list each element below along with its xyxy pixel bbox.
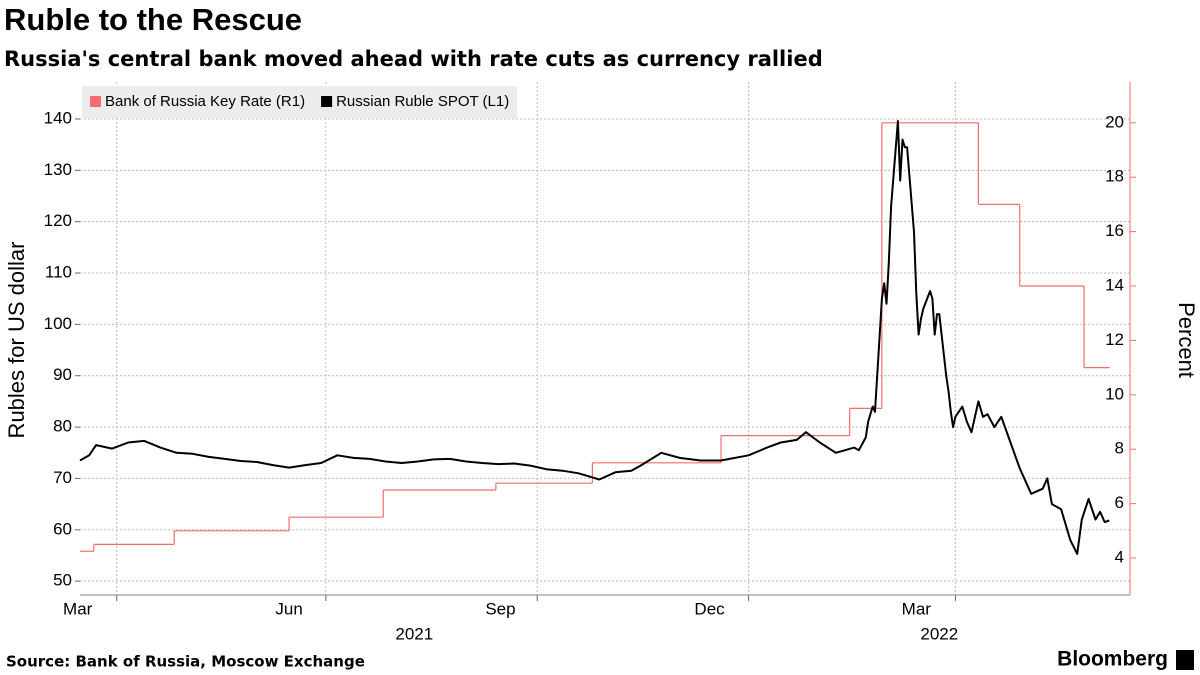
chart-subtitle: Russia's central bank moved ahead with r…: [4, 47, 823, 71]
y-tick-label: 90: [53, 365, 72, 384]
y2-tick-label: 16: [1105, 221, 1124, 240]
y-axis-label: Rubles for US dollar: [4, 242, 29, 439]
brand: Bloomberg: [1057, 648, 1168, 671]
y2-tick-label: 20: [1105, 112, 1124, 131]
x-tick-label: Mar: [902, 599, 932, 618]
y2-tick-label: 8: [1115, 439, 1124, 458]
legend-label: Russian Ruble SPOT (L1): [336, 93, 509, 110]
x-tick-label: Jun: [275, 599, 302, 618]
y2-tick-label: 10: [1105, 384, 1124, 403]
x-tick-label: Dec: [694, 599, 725, 618]
x-year-label: 2021: [395, 624, 433, 643]
legend-label: Bank of Russia Key Rate (R1): [105, 93, 305, 110]
y2-tick-label: 14: [1105, 275, 1124, 294]
source: Source: Bank of Russia, Moscow Exchange: [6, 653, 365, 671]
y-tick-label: 110: [45, 263, 72, 282]
y-tick-label: 60: [53, 519, 72, 538]
y2-axis-label: Percent: [1174, 302, 1199, 378]
legend-bg: [82, 86, 518, 118]
x-year-label: 2022: [920, 624, 958, 643]
chart-title: Ruble to the Rescue: [4, 2, 302, 37]
y2-tick-label: 4: [1115, 547, 1124, 566]
y2-tick-label: 12: [1105, 330, 1124, 349]
y-tick-label: 50: [53, 571, 72, 590]
legend-swatch: [321, 96, 333, 107]
legend-swatch: [90, 96, 101, 107]
y-tick-label: 140: [44, 108, 72, 127]
y-tick-label: 100: [44, 314, 72, 333]
brand-icon: [1176, 650, 1194, 670]
y-tick-label: 70: [53, 468, 72, 487]
legend: Bank of Russia Key Rate (R1) Russian Rubl…: [82, 86, 518, 118]
y-tick-label: 130: [44, 160, 72, 179]
y2-tick-label: 6: [1115, 493, 1124, 512]
y-tick-label: 120: [44, 211, 72, 230]
series-line: [79, 120, 1110, 555]
x-tick-label: Sep: [485, 599, 515, 618]
y2-tick-label: 18: [1105, 167, 1124, 186]
x-tick-label: Mar: [63, 599, 93, 618]
y-tick-label: 80: [53, 417, 72, 436]
